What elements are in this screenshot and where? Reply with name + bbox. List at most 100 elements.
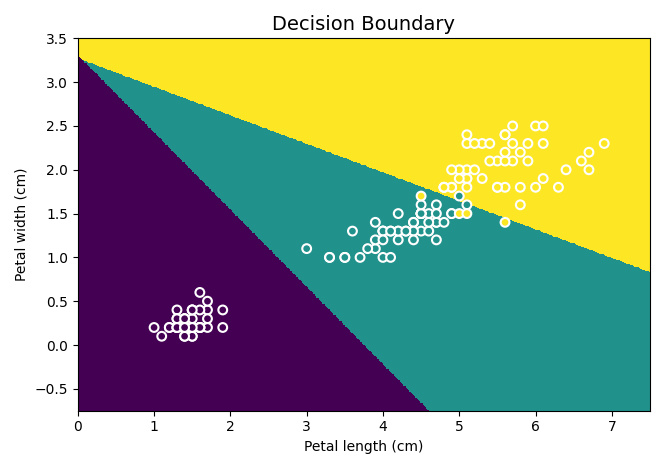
Point <box>325 254 335 261</box>
Point <box>195 324 205 331</box>
Point <box>378 254 388 261</box>
Point <box>180 333 190 340</box>
Point <box>408 236 419 243</box>
Point <box>499 183 510 191</box>
Point <box>416 227 426 235</box>
Point <box>340 254 350 261</box>
Point <box>362 245 373 252</box>
Point <box>187 333 198 340</box>
Point <box>446 210 457 217</box>
Point <box>431 219 442 226</box>
Point <box>195 289 205 296</box>
Point <box>378 227 388 235</box>
Point <box>408 219 419 226</box>
Point <box>477 175 487 182</box>
Point <box>172 324 182 331</box>
Point <box>538 122 549 130</box>
Point <box>180 324 190 331</box>
Point <box>385 227 396 235</box>
Point <box>416 210 426 217</box>
Point <box>530 183 541 191</box>
Point <box>462 131 472 138</box>
Point <box>393 210 404 217</box>
Point <box>507 122 518 130</box>
Point <box>187 306 198 314</box>
Point <box>584 149 595 156</box>
Point <box>370 219 380 226</box>
Point <box>325 254 335 261</box>
Point <box>385 227 396 235</box>
Point <box>187 324 198 331</box>
Point <box>431 201 442 209</box>
Point <box>538 140 549 147</box>
Point <box>576 157 587 165</box>
Point <box>217 324 228 331</box>
Point <box>187 324 198 331</box>
Point <box>378 236 388 243</box>
Point <box>187 333 198 340</box>
Point <box>416 201 426 209</box>
Point <box>187 306 198 314</box>
Point <box>446 183 457 191</box>
Point <box>499 157 510 165</box>
Point <box>180 324 190 331</box>
Point <box>195 324 205 331</box>
Point <box>202 315 213 323</box>
Point <box>485 140 495 147</box>
Point <box>416 210 426 217</box>
Point <box>553 183 564 191</box>
Point <box>446 166 457 174</box>
Point <box>172 315 182 323</box>
Point <box>499 131 510 138</box>
Point <box>202 297 213 305</box>
Point <box>462 175 472 182</box>
Point <box>469 140 480 147</box>
Point <box>492 183 503 191</box>
Point <box>378 227 388 235</box>
Point <box>202 324 213 331</box>
Point <box>340 254 350 261</box>
Point <box>187 315 198 323</box>
Point <box>416 210 426 217</box>
Point <box>462 210 472 217</box>
Point <box>469 166 480 174</box>
Point <box>393 236 404 243</box>
Point <box>431 219 442 226</box>
Point <box>378 227 388 235</box>
Point <box>164 324 175 331</box>
Point <box>416 210 426 217</box>
Point <box>599 140 610 147</box>
Point <box>439 219 450 226</box>
Point <box>156 333 167 340</box>
Point <box>180 315 190 323</box>
Point <box>195 324 205 331</box>
Point <box>523 140 533 147</box>
Point <box>354 254 365 261</box>
Point <box>172 324 182 331</box>
Point <box>195 324 205 331</box>
Point <box>462 175 472 182</box>
Point <box>180 315 190 323</box>
Point <box>347 227 358 235</box>
Point <box>523 157 533 165</box>
Point <box>462 183 472 191</box>
Point <box>477 140 487 147</box>
Point <box>431 210 442 217</box>
Point <box>507 157 518 165</box>
Point <box>499 149 510 156</box>
Point <box>180 324 190 331</box>
Point <box>187 324 198 331</box>
Point <box>172 315 182 323</box>
Point <box>180 324 190 331</box>
Point <box>515 183 525 191</box>
Point <box>584 166 595 174</box>
Point <box>301 245 312 252</box>
Point <box>180 324 190 331</box>
Point <box>393 227 404 235</box>
Point <box>561 166 571 174</box>
Point <box>393 227 404 235</box>
Point <box>454 166 465 174</box>
Point <box>446 210 457 217</box>
Point <box>507 140 518 147</box>
Point <box>538 175 549 182</box>
